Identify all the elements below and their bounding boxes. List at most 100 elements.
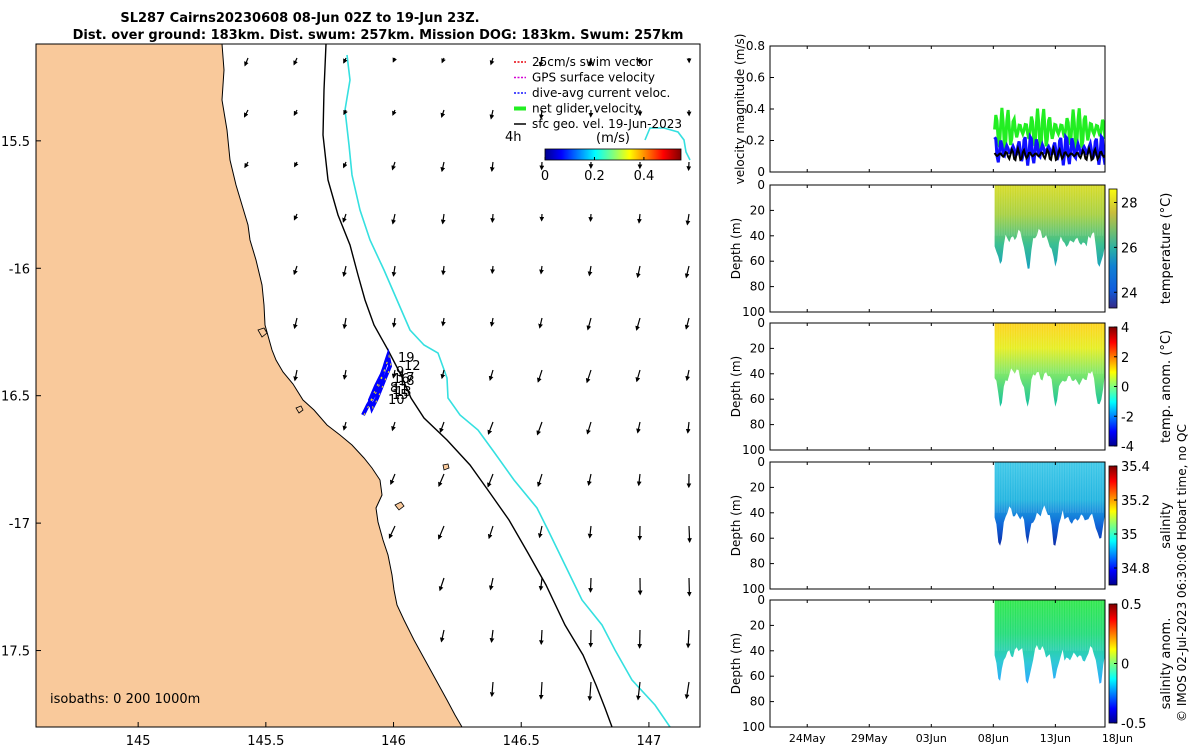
geostrophic-vector bbox=[587, 681, 593, 702]
geostrophic-vector bbox=[540, 734, 542, 750]
geostrophic-vector bbox=[636, 265, 641, 279]
glider-track bbox=[361, 348, 393, 416]
geostrophic-vector bbox=[244, 161, 249, 169]
isobath-200m bbox=[322, 44, 613, 727]
y-tick-label: 100 bbox=[742, 443, 765, 457]
y-tick-label: 0.8 bbox=[746, 39, 765, 53]
colorbar-tick-label: 0 bbox=[1121, 381, 1129, 396]
y-tick-label: 20 bbox=[750, 480, 765, 494]
series-line-3 bbox=[993, 144, 1105, 162]
geostrophic-vector bbox=[392, 57, 397, 63]
map-y-tick-label: -16 bbox=[9, 262, 30, 277]
track-day-label: 9 bbox=[396, 365, 404, 380]
y-tick-label: 80 bbox=[750, 418, 765, 432]
geostrophic-vector bbox=[586, 317, 592, 331]
geostrophic-vector bbox=[539, 265, 544, 275]
geostrophic-vector bbox=[636, 473, 642, 487]
legend-label: dive-avg current veloc. bbox=[532, 86, 670, 100]
colorbar-tick-label: 35 bbox=[1121, 528, 1138, 543]
geostrophic-vector bbox=[343, 57, 348, 64]
geostrophic-vector bbox=[489, 629, 495, 643]
y-tick-label: 0 bbox=[757, 165, 765, 179]
panel-ylabel: Depth (m) bbox=[729, 495, 743, 556]
geostrophic-vector bbox=[685, 213, 691, 226]
time-tick-label: 24May bbox=[789, 732, 826, 745]
geostrophic-vector bbox=[438, 577, 445, 592]
geostrophic-vector bbox=[342, 161, 348, 169]
colorbar-tick-label: 0.5 bbox=[1121, 598, 1142, 613]
time-tick-label: 18Jun bbox=[1102, 732, 1133, 745]
colorbar-tick-label: 4 bbox=[1121, 321, 1129, 336]
colorbar-tick-label: 34.8 bbox=[1121, 562, 1150, 577]
legend-label: GPS surface velocity bbox=[532, 71, 655, 85]
y-tick-label: 20 bbox=[750, 618, 765, 632]
geostrophic-vector bbox=[684, 265, 690, 279]
geostrophic-vector bbox=[439, 421, 445, 434]
geostrophic-vector bbox=[440, 109, 446, 118]
map-frame bbox=[35, 43, 701, 728]
geostrophic-vector bbox=[392, 109, 397, 116]
geostrophic-vector bbox=[342, 317, 348, 330]
geostrophic-vector bbox=[243, 109, 249, 118]
map-land bbox=[36, 44, 463, 727]
colorbar-label: salinity bbox=[1159, 502, 1174, 549]
y-tick-label: 80 bbox=[750, 695, 765, 709]
geostrophic-vector bbox=[438, 473, 445, 487]
geostrophic-vector bbox=[685, 421, 691, 434]
glider-track-line bbox=[361, 348, 393, 416]
geostrophic-vector bbox=[342, 265, 347, 277]
geostrophic-vector bbox=[437, 525, 445, 540]
colorbar-tick-label: 0.2 bbox=[584, 169, 605, 184]
colorbar-tick-label: 28 bbox=[1121, 196, 1138, 211]
geostrophic-vector bbox=[538, 681, 544, 700]
copyright-label: © IMOS 02-Jul-2023 06:30:06 Hobart time,… bbox=[1175, 424, 1189, 722]
map-x-tick-label: 147 bbox=[637, 734, 662, 749]
map-island bbox=[442, 463, 450, 471]
track-day-label: 13 bbox=[395, 385, 412, 400]
colorbar-tick-label: 0 bbox=[541, 169, 549, 184]
y-tick-label: 100 bbox=[742, 305, 765, 319]
y-tick-label: 0 bbox=[757, 455, 765, 469]
geostrophic-vector bbox=[588, 734, 591, 750]
geostrophic-vector bbox=[440, 369, 446, 380]
y-tick-label: 60 bbox=[750, 254, 765, 268]
y-tick-label: 0.6 bbox=[746, 71, 765, 85]
geostrophic-vector bbox=[441, 317, 446, 327]
track-day-label: 19 bbox=[398, 351, 415, 366]
panel-frame bbox=[769, 599, 1106, 728]
map-x-ticks: 145 145.5 146 146.5 147 bbox=[126, 722, 662, 749]
track-day-label: 12 bbox=[404, 359, 421, 374]
y-tick-label: 0 bbox=[757, 178, 765, 192]
y-tick-label: 100 bbox=[742, 582, 765, 596]
track-day-label: 18 bbox=[398, 374, 415, 389]
panel-colorbar bbox=[1108, 465, 1118, 586]
isobath-label: isobaths: 0 200 1000m bbox=[50, 692, 200, 707]
geostrophic-vector bbox=[538, 317, 543, 329]
geostrophic-vector bbox=[587, 525, 593, 539]
geostrophic-vectors bbox=[243, 57, 692, 750]
map-y-tick-label: 16.5 bbox=[1, 390, 30, 405]
geostrophic-vector bbox=[538, 57, 544, 67]
track-day-label: 15 bbox=[392, 388, 409, 403]
time-tick-label: 29May bbox=[851, 732, 888, 745]
y-tick-label: 0 bbox=[757, 316, 765, 330]
track-day-label: 11 bbox=[392, 383, 409, 398]
title-line-1: SL287 Cairns20230608 08-Jun 02Z to 19-Ju… bbox=[120, 11, 479, 26]
map-island bbox=[295, 405, 304, 414]
legend-label: sfc geo. vel. 19-Jun-2023 bbox=[532, 117, 682, 131]
profile-field bbox=[994, 185, 1105, 269]
colorbar-label: salinity anom. bbox=[1159, 618, 1174, 710]
geostrophic-vector bbox=[635, 369, 641, 383]
geostrophic-vector bbox=[391, 161, 396, 171]
geostrophic-vector bbox=[684, 317, 690, 330]
geostrophic-vector bbox=[490, 213, 496, 223]
isobath-1000m-loop bbox=[644, 127, 691, 161]
title-line-2: Dist. over ground: 183km. Dist. swum: 25… bbox=[73, 28, 684, 43]
y-tick-label: 80 bbox=[750, 280, 765, 294]
map-x-tick-label: 145 bbox=[126, 734, 151, 749]
geostrophic-vector bbox=[684, 681, 690, 700]
